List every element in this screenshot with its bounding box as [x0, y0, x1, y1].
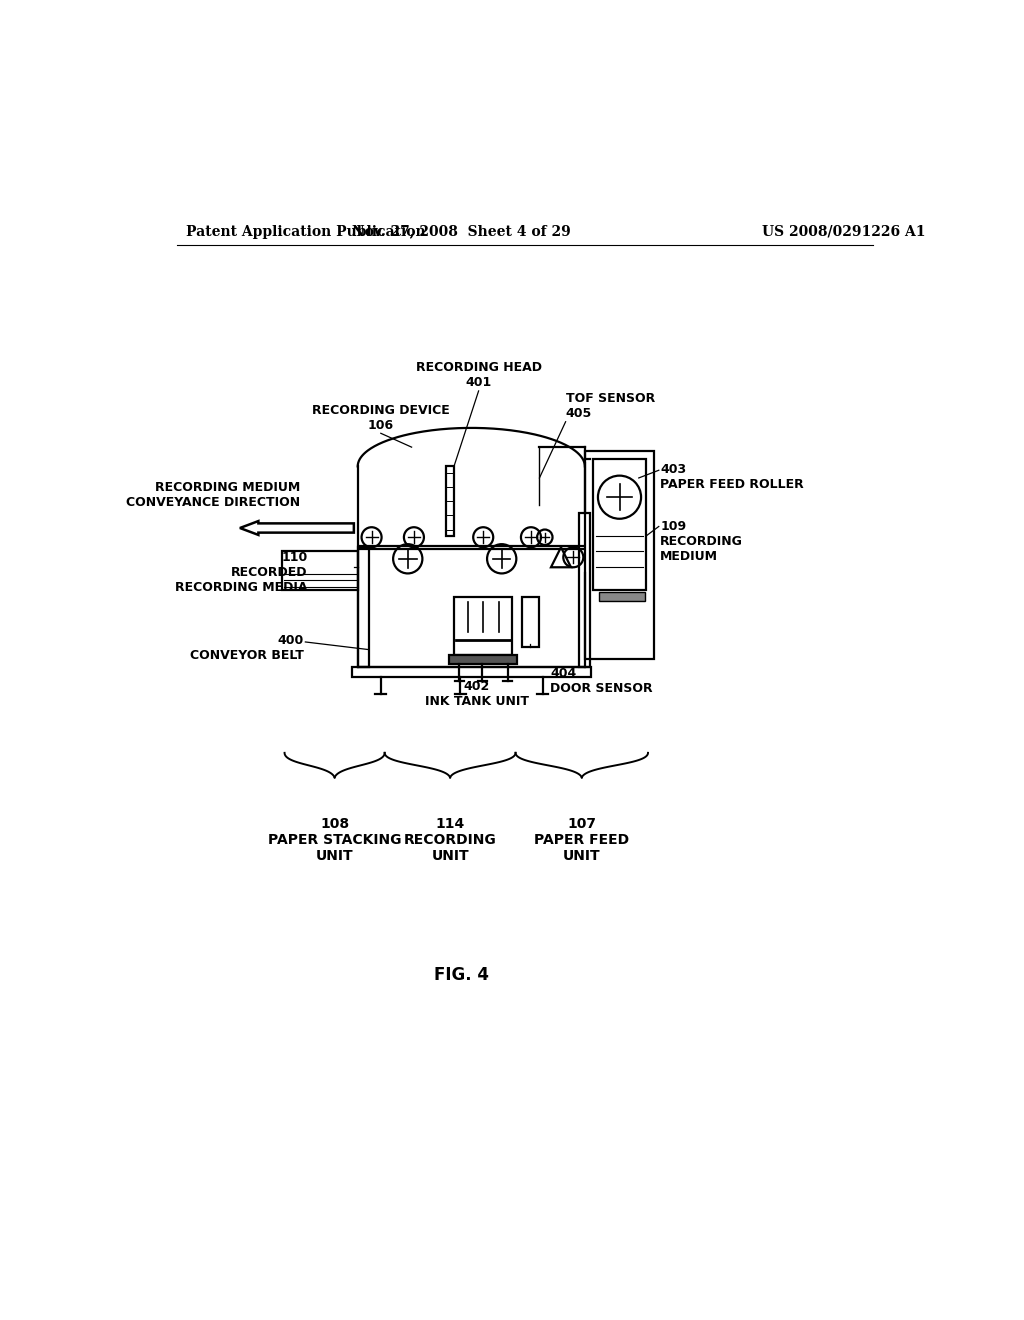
Bar — [357, 548, 370, 667]
Text: 400
CONVEYOR BELT: 400 CONVEYOR BELT — [189, 635, 304, 663]
Text: 109
RECORDING
MEDIUM: 109 RECORDING MEDIUM — [660, 520, 743, 564]
Bar — [450, 655, 517, 664]
Text: 107
PAPER FEED
UNIT: 107 PAPER FEED UNIT — [535, 817, 630, 863]
Bar — [446, 466, 454, 536]
Bar — [521, 598, 539, 647]
Text: US 2008/0291226 A1: US 2008/0291226 A1 — [762, 224, 926, 239]
Text: 108
PAPER STACKING
UNIT: 108 PAPER STACKING UNIT — [268, 817, 401, 863]
Text: RECORDING MEDIUM
CONVEYANCE DIRECTION: RECORDING MEDIUM CONVEYANCE DIRECTION — [126, 480, 300, 508]
Text: Nov. 27, 2008  Sheet 4 of 29: Nov. 27, 2008 Sheet 4 of 29 — [352, 224, 571, 239]
Bar — [351, 667, 591, 677]
Text: 403
PAPER FEED ROLLER: 403 PAPER FEED ROLLER — [660, 462, 804, 491]
Text: RECORDING HEAD
401: RECORDING HEAD 401 — [416, 362, 542, 389]
Text: 404
DOOR SENSOR: 404 DOOR SENSOR — [550, 667, 653, 694]
Text: TOF SENSOR
405: TOF SENSOR 405 — [565, 392, 655, 420]
Bar — [283, 552, 357, 590]
Polygon shape — [240, 521, 354, 535]
Text: 114
RECORDING
UNIT: 114 RECORDING UNIT — [403, 817, 497, 863]
Bar — [454, 598, 512, 655]
Text: 110
RECORDED
RECORDING MEDIA: 110 RECORDED RECORDING MEDIA — [175, 552, 307, 594]
Bar — [585, 451, 654, 659]
Text: FIG. 4: FIG. 4 — [434, 966, 489, 983]
Text: 402
INK TANK UNIT: 402 INK TANK UNIT — [425, 681, 529, 709]
Text: Patent Application Publication: Patent Application Publication — [186, 224, 426, 239]
Text: RECORDING DEVICE
106: RECORDING DEVICE 106 — [312, 404, 450, 432]
Bar — [599, 591, 645, 601]
Bar — [580, 512, 590, 667]
Bar — [593, 459, 646, 590]
